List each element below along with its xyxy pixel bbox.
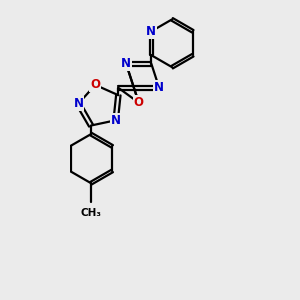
Text: CH₃: CH₃ bbox=[80, 208, 101, 218]
Text: N: N bbox=[146, 25, 156, 38]
Text: N: N bbox=[111, 114, 121, 127]
Text: N: N bbox=[154, 81, 164, 94]
Text: N: N bbox=[121, 57, 131, 70]
Text: O: O bbox=[134, 96, 144, 109]
Text: N: N bbox=[74, 97, 83, 110]
Text: O: O bbox=[90, 78, 100, 92]
